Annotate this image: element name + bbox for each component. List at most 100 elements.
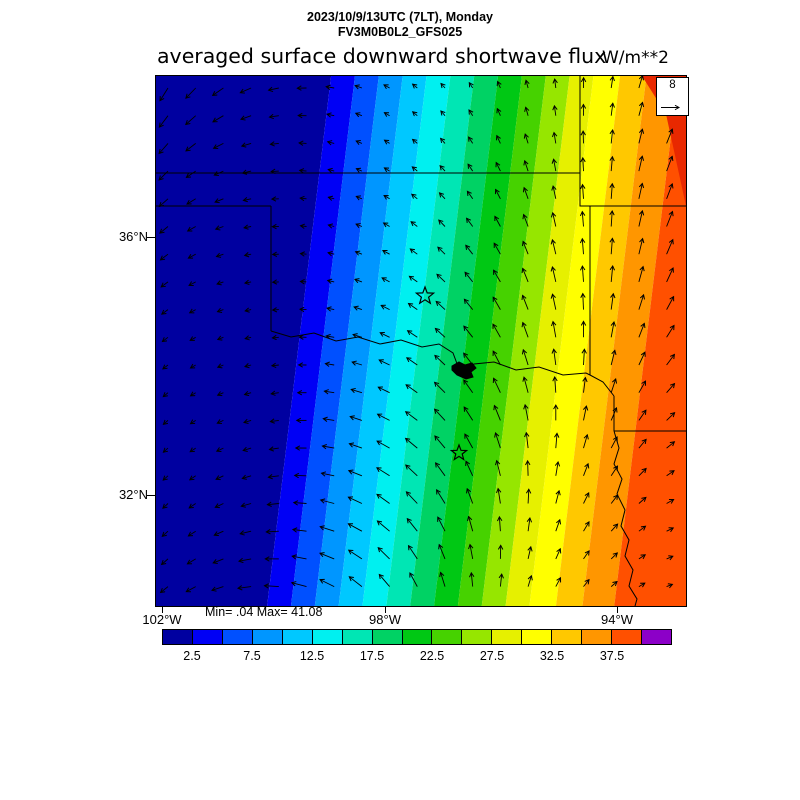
wind-arrow xyxy=(579,237,586,255)
wind-arrow xyxy=(406,330,418,338)
wind-arrow xyxy=(383,112,390,117)
wind-arrow xyxy=(376,440,390,449)
wind-arrow xyxy=(327,251,335,257)
wind-arrow xyxy=(583,521,590,532)
wind-arrow xyxy=(185,143,196,152)
wind-arrow xyxy=(583,491,590,504)
flux-band xyxy=(614,76,686,606)
wind-arrow xyxy=(438,219,446,227)
wind-arrow xyxy=(550,266,557,283)
wind-arrow xyxy=(319,498,335,504)
wind-arrow xyxy=(498,573,504,587)
wind-arrow xyxy=(434,354,446,366)
wind-arrow xyxy=(351,360,363,366)
wind-arrow xyxy=(188,503,196,509)
wind-arrow xyxy=(188,308,196,314)
wind-arrow xyxy=(638,101,645,116)
wind-arrow xyxy=(354,250,363,256)
wind-arrow xyxy=(355,223,363,229)
wind-arrow xyxy=(554,460,561,476)
wind-arrow xyxy=(465,460,474,476)
wind-arrow xyxy=(609,128,615,144)
wind-arrow xyxy=(162,392,169,398)
wind-arrow xyxy=(666,210,674,227)
wind-arrow xyxy=(492,296,501,310)
wind-arrow xyxy=(552,78,558,89)
wind-arrow xyxy=(266,501,279,507)
wind-arrow xyxy=(583,433,589,449)
wind-arrow xyxy=(162,364,169,370)
wind-arrow xyxy=(495,134,501,144)
wind-arrow xyxy=(162,475,169,481)
valid-time-heading: 2023/10/9/13UTC (7LT), Monday xyxy=(307,10,493,24)
wind-arrow xyxy=(463,325,474,338)
colorbar-chip xyxy=(581,629,613,645)
wind-arrow xyxy=(579,265,586,282)
wind-arrow xyxy=(666,324,675,338)
wind-arrow xyxy=(521,321,529,338)
wind-arrow xyxy=(580,292,586,310)
wind-arrow xyxy=(440,82,446,89)
wind-arrow xyxy=(551,348,557,366)
wind-arrow xyxy=(263,583,279,589)
wind-arrow xyxy=(241,474,252,480)
wind-arrow xyxy=(555,489,561,504)
wind-arrow xyxy=(327,223,335,229)
wind-arrow xyxy=(380,304,390,311)
wind-arrow xyxy=(440,110,446,116)
flux-band xyxy=(582,76,679,606)
wind-arrow xyxy=(159,253,169,261)
wind-arrow xyxy=(214,225,224,231)
wind-arrow xyxy=(378,573,390,587)
wind-arrow xyxy=(355,167,363,173)
wind-arrow xyxy=(162,419,169,425)
wind-arrow xyxy=(438,543,446,560)
wind-arrow xyxy=(495,161,501,172)
colorbar-chip xyxy=(431,629,463,645)
wind-arrow xyxy=(326,306,335,312)
wind-arrow xyxy=(377,386,390,394)
wind-arrow xyxy=(214,198,224,204)
wind-arrow xyxy=(407,544,418,560)
wind-arrow xyxy=(376,520,390,532)
wind-arrow xyxy=(666,382,676,393)
wind-arrow xyxy=(464,271,474,283)
wind-arrow xyxy=(581,348,587,366)
wind-arrow xyxy=(410,221,418,227)
colorbar-chip xyxy=(611,629,642,645)
wind-arrow xyxy=(353,305,363,311)
wind-arrow xyxy=(666,353,676,366)
colorbar-tick-label: 37.5 xyxy=(599,649,625,663)
wind-arrow xyxy=(493,404,501,421)
wind-arrow xyxy=(610,494,619,504)
wind-arrow xyxy=(215,475,224,481)
wind-arrow xyxy=(463,406,474,421)
wind-arrow xyxy=(212,558,224,565)
wind-arrow xyxy=(609,182,615,199)
wind-arrow xyxy=(240,142,252,148)
wind-arrow xyxy=(298,140,307,146)
lake xyxy=(451,361,477,380)
wind-arrow xyxy=(185,115,196,126)
wind-arrow xyxy=(299,279,307,285)
wind-arrow xyxy=(666,267,674,283)
wind-arrow xyxy=(265,529,279,535)
wind-arrow xyxy=(382,222,390,228)
wind-arrow xyxy=(291,554,307,560)
wind-arrow xyxy=(326,278,335,284)
wind-arrow xyxy=(434,462,446,477)
wind-arrow xyxy=(466,487,474,504)
wind-arrow xyxy=(379,331,390,338)
wind-arrow xyxy=(638,525,647,532)
wind-arrow xyxy=(211,87,224,96)
flux-band xyxy=(267,76,355,606)
wind-arrow xyxy=(436,273,446,283)
reference-vector-box: 8 xyxy=(656,77,689,116)
wind-arrow xyxy=(433,381,446,394)
wind-arrow xyxy=(493,269,501,283)
wind-arrow xyxy=(243,390,252,397)
wind-arrow xyxy=(213,170,224,177)
wind-arrow xyxy=(270,390,279,396)
wind-arrow xyxy=(521,294,529,310)
wind-arrow xyxy=(638,351,646,366)
